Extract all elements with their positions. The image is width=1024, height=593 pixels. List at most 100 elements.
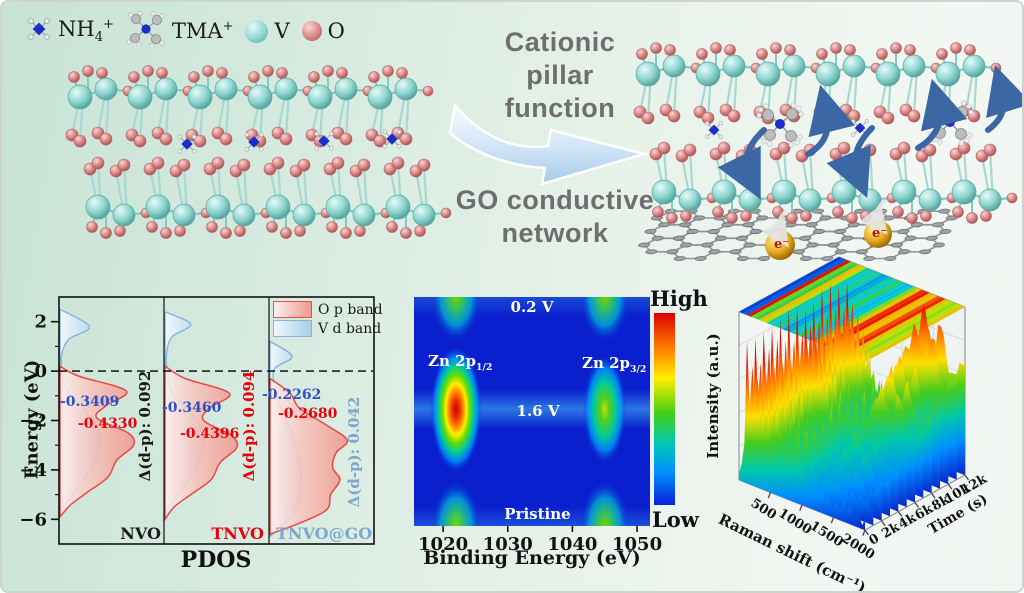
nh4-molecule [705, 121, 723, 139]
pdos-legend-vd: V d band [273, 319, 383, 338]
vo-layer [649, 141, 1018, 224]
xps-row-label-pristine: Pristine [504, 505, 571, 523]
xps-peak [431, 480, 482, 526]
atom-legend: NH4+ [26, 10, 345, 51]
legend-label-nh4: NH4+ [58, 16, 114, 46]
svg-text:−4: −4 [19, 460, 47, 481]
ion-flow-arrow [915, 78, 968, 151]
xps-heatmap-chart: 1020 1030 1040 1050 [414, 297, 662, 555]
ion-flow-arrow [826, 125, 875, 199]
xps-peak [579, 297, 630, 343]
pdos-y-axis-title: Energy (eV) [21, 359, 43, 480]
pdos-delta-tnvogo: Δ(d-p): 0.042 [345, 396, 363, 508]
svg-text:−2: −2 [19, 411, 47, 432]
raman-slice [739, 341, 865, 530]
xps-colorbar [654, 313, 675, 505]
xps-x-axis-title: Binding Energy (eV) [423, 547, 641, 569]
legend-item-o: O [301, 19, 345, 43]
ion-flow-arrow [805, 84, 856, 157]
ion-flow-arrow [717, 127, 767, 200]
xps-row-label-02v: 0.2 V [510, 298, 554, 316]
electron-transfer-arrow [859, 198, 888, 235]
svg-text:Intensity (a.u.): Intensity (a.u.) [704, 333, 722, 459]
v-atom-icon [245, 19, 269, 43]
colorbar-low-label: Low [652, 507, 699, 532]
pdos-value-blue-tnvo: -0.3460 [162, 400, 222, 416]
o-atom-icon [301, 21, 322, 41]
nh4-icon [26, 16, 52, 46]
pdos-value-blue-nvo: -0.3409 [60, 394, 120, 410]
legend-label-v: V [274, 19, 290, 43]
pdos-value-blue-tnvogo: -0.2262 [262, 387, 322, 403]
process-label-bottom-line1: GO conductive [455, 185, 655, 215]
raman-top-heatmap [739, 257, 965, 362]
tma-icon [126, 10, 166, 51]
tma-molecule [756, 102, 804, 148]
process-label-top-line1: Cationic [504, 27, 616, 57]
svg-text:500: 500 [748, 496, 779, 523]
electron-transfer-arrow [761, 208, 789, 248]
op-band-swatch [273, 301, 312, 318]
legend-item-tma: TMA+ [126, 10, 234, 51]
vo-layer [633, 42, 1002, 125]
svg-text:1030: 1030 [483, 534, 533, 555]
vo-layer [65, 65, 434, 148]
op-band-curve [269, 377, 349, 536]
pdos-legend: O p band V d band [273, 300, 383, 338]
pdos-delta-nvo: Δ(d-p): 0.092 [136, 370, 154, 482]
pdos-chart: 2 0 −2 −4 −6 [19, 296, 375, 545]
vd-band-label: V d band [318, 320, 382, 337]
process-label-bottom-line2: network [501, 217, 609, 248]
xps-peak [579, 480, 630, 526]
op-band-label: O p band [318, 301, 383, 318]
nh4-molecule [314, 131, 334, 151]
electron-label: e⁻ [872, 226, 888, 241]
xps-peak [430, 345, 483, 474]
electron-label: e⁻ [774, 237, 790, 252]
svg-text:1020: 1020 [418, 534, 468, 555]
xps-peak-label-2p12: Zn 2p1/2 [428, 352, 493, 373]
pdos-title: PDOS [180, 547, 252, 573]
vd-band-swatch [273, 320, 312, 337]
process-label-top: Cationic pillar function [450, 26, 670, 125]
xps-peak [431, 297, 482, 343]
op-band-curve [164, 364, 239, 522]
pdos-panel-name-tnvogo: TNVO@GO [276, 524, 373, 543]
nh4-molecule [177, 134, 197, 154]
process-label-bottom: GO conductive network [410, 184, 700, 250]
process-label-top-line3: function [504, 92, 616, 123]
pdos-value-red-nvo: -0.4330 [78, 416, 138, 432]
svg-text:2: 2 [34, 312, 47, 333]
pdos-panel-name-tnvo: TNVO [211, 524, 264, 543]
legend-label-o: O [327, 19, 345, 43]
svg-text:1000: 1000 [776, 506, 815, 538]
vo-layer [83, 156, 452, 239]
svg-text:−6: −6 [19, 509, 47, 530]
xps-row-label-16v: 1.6 V [516, 402, 560, 420]
svg-text:1500: 1500 [807, 519, 846, 551]
pdos-panel-name-nvo: NVO [120, 524, 161, 543]
pdos-legend-op: O p band [273, 300, 383, 319]
xps-peak-label-2p32: Zn 2p3/2 [582, 354, 647, 375]
op-band-curve [59, 364, 136, 519]
svg-text:0: 0 [34, 361, 47, 382]
process-arrow [448, 102, 649, 186]
xps-peak [582, 354, 627, 465]
ion-flow-arrow [985, 65, 1022, 133]
pdos-value-red-tnvo: -0.4396 [180, 426, 240, 442]
legend-label-tma: TMA+ [171, 19, 234, 43]
colorbar-high-label: High [650, 286, 708, 311]
nh4-molecule [382, 129, 402, 149]
nh4-molecule [244, 132, 264, 152]
svg-text:1050: 1050 [612, 534, 662, 555]
svg-text:1040: 1040 [547, 534, 597, 555]
process-label-top-line2: pillar [526, 59, 594, 90]
molecular-structures [65, 42, 1022, 261]
pdos-value-red-tnvogo: -0.2680 [278, 406, 338, 422]
legend-item-v: V [245, 19, 290, 43]
pdos-delta-tnvo: Δ(d-p): 0.094 [240, 370, 258, 482]
legend-item-nh4: NH4+ [26, 16, 114, 46]
